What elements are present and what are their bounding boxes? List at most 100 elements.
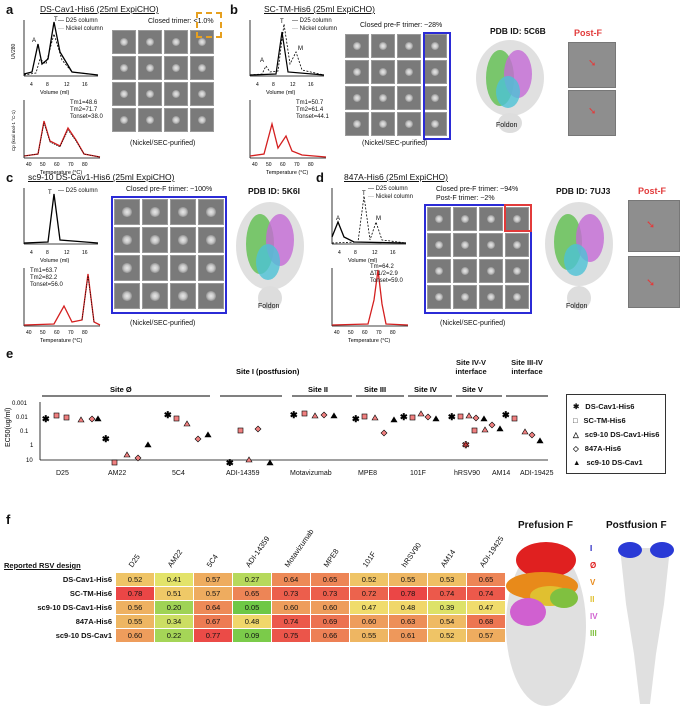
heatmap-cell: 0.61 (388, 628, 428, 643)
e-site-3: Site III (364, 385, 386, 394)
heatmap-cell: 0.69 (310, 614, 350, 629)
panel-d-postf-image-2 (628, 256, 680, 308)
panel-d-postf-label: Post-F (638, 186, 666, 196)
svg-text:✱: ✱ (400, 412, 408, 422)
heatmap-row-label: sc9-10 DS-Cav1 (55, 631, 112, 640)
b-sec-tick-3: 12 (290, 82, 296, 88)
svg-text:✱: ✱ (502, 410, 510, 420)
heatmap-row: 847A-His6 0.55 0.34 0.67 0.48 0.74 0.69 0.60 0.6… (4, 614, 506, 629)
heatmap-column-header: 5C4 (204, 552, 220, 569)
legend-item: □ SC-TM-His6 (573, 415, 626, 425)
legend-item: ◇ 847A-His6 (573, 443, 622, 453)
panel-e-label: e (6, 346, 14, 361)
heatmap-cell: 0.60 (349, 614, 389, 629)
d-legend-nickel: ··· Nickel column (368, 194, 414, 200)
heatmap-cell: 0.55 (115, 614, 155, 629)
heatmap-cell: 0.41 (154, 572, 194, 587)
arrow-icon: ➘ (646, 277, 656, 289)
panel-b-title: SC-TM-His6 (25ml ExpiCHO) (264, 4, 375, 14)
heatmap-column-header: hRSV90 (399, 540, 424, 569)
panel-b-postf-label: Post-F (574, 28, 602, 38)
heatmap-cell: 0.56 (115, 600, 155, 615)
legend-item: △ sc9-10 DS-Cav1-His6 (573, 429, 660, 439)
heatmap-cell: 0.47 (349, 600, 389, 615)
c-sec-tick-2: 8 (46, 250, 49, 256)
e-site-5: Site V (462, 385, 483, 394)
heatmap-row: SC-TM-His6 0.78 0.51 0.57 0.65 0.73 0.73 0.72 0.… (4, 586, 506, 601)
heatmap-cell: 0.64 (271, 572, 311, 587)
heatmap-column-header: AM14 (438, 547, 458, 569)
panel-b-structure (476, 40, 544, 133)
heatmap-cell: 0.68 (466, 614, 506, 629)
panel-f-label: f (6, 512, 11, 527)
e-site-7-label: Site III-IV interface (511, 358, 543, 376)
panel-a-dsc-xlabel: Temperature (°C) (40, 170, 82, 176)
panel-e-legend: ✱ DS-Cav1-His6 □ SC-TM-His6 △ sc9-10 DS-Cav… (566, 394, 667, 474)
heatmap-row: sc9-10 DS-Cav1 0.60 0.22 0.77 0.09 0.75 0.66 0.… (4, 628, 506, 643)
e-ab-5: MPE8 (358, 470, 378, 477)
legend-item: ✱ DS-Cav1-His6 (573, 401, 635, 411)
prefusion-title: Prefusion F (518, 520, 574, 531)
panel-b-postf-image-2 (568, 90, 616, 136)
b-legend-nickel: ··· Nickel column (292, 26, 338, 32)
svg-text:✱: ✱ (352, 414, 360, 424)
panel-a-trimer-note: Closed trimer: <1.0% (148, 18, 214, 25)
heatmap-column-header: Motavizumab (282, 527, 316, 569)
panel-c-title: sc9-10 DS-Cav1-His6 (25ml ExpiCHO) (28, 172, 175, 182)
heatmap-cell: 0.47 (466, 600, 506, 615)
a-dsc-tick-2: 50 (40, 162, 46, 168)
panel-b-pdb-id: PDB ID: 5C6B (490, 26, 546, 36)
panel-d-label: d (316, 170, 324, 185)
e-ab-3: ADI-14359 (226, 470, 260, 477)
heatmap-cell: 0.53 (427, 572, 467, 587)
panel-c-structure (236, 202, 304, 310)
panel-c-label: c (6, 170, 14, 185)
arrow-icon: ➘ (588, 58, 597, 69)
e-ab-7: hRSV90 (454, 470, 481, 477)
d-dsc-stats: Tm=64.2 ΔT1/2=2.9 Tonset=59.0 (370, 264, 403, 284)
heatmap-column-header: ADI-14359 (243, 534, 272, 569)
panel-c-blue-frame (111, 196, 227, 314)
heatmap-cell: 0.65 (466, 572, 506, 587)
e-ytick-4: 1 (30, 443, 34, 449)
b-dsc-tick-2: 50 (266, 162, 272, 168)
d-sec-tick-2: 8 (354, 250, 357, 256)
e-site-4: Site IV (414, 385, 437, 394)
c-peak-T: T (48, 190, 52, 196)
panel-b-label: b (230, 2, 238, 17)
panel-c-dsc-chart: 40 50 60 70 80 Temperature (°C) (23, 268, 101, 344)
e-ylabel: EC50(ug/ml) (5, 408, 12, 447)
panel-b-blue-frame (423, 32, 451, 140)
svg-text:✱: ✱ (462, 440, 470, 450)
d-sec-tick-4: 16 (390, 250, 396, 256)
c-sec-tick-4: 16 (82, 250, 88, 256)
heatmap-column-header: 101F (360, 549, 378, 569)
heatmap-cell: 0.05 (232, 600, 272, 615)
panel-d-postf-image-1 (628, 200, 680, 252)
e-site-1: Site I (postfusion) (236, 367, 300, 376)
panel-c-caption: (Nickel/SEC-purified) (130, 320, 196, 327)
e-ab-1: AM22 (108, 470, 127, 477)
b-peak-M: M (298, 46, 303, 52)
heatmap-row: sc9-10 DS-Cav1-His6 0.56 0.20 0.64 0.05 0.60 0… (4, 600, 506, 615)
heatmap-cell: 0.57 (193, 572, 233, 587)
heatmap-cell: 0.65 (310, 572, 350, 587)
heatmap-cell: 0.64 (193, 600, 233, 615)
heatmap-cell: 0.74 (466, 586, 506, 601)
heatmap-cell: 0.78 (388, 586, 428, 601)
panel-c-dsc-xlabel: Temperature (°C) (40, 338, 82, 344)
heatmap-row-label: 847A-His6 (75, 617, 112, 626)
heatmap-cell: 0.67 (193, 614, 233, 629)
heatmap-cell: 0.65 (232, 586, 272, 601)
panel-b-sec-xlabel: Volume (ml) (266, 90, 296, 96)
d-dsc-tick-4: 70 (376, 330, 382, 336)
c-dsc-tick-2: 50 (40, 330, 46, 336)
a-dsc-tick-4: 70 (68, 162, 74, 168)
e-ytick-5: 10 (26, 458, 33, 464)
panel-d-dsc-xlabel: Temperature (°C) (348, 338, 390, 344)
e-site-2: Site II (308, 385, 328, 394)
panel-a-highlight-box (196, 12, 222, 38)
panel-a-sec-xlabel: Volume (ml) (40, 90, 70, 96)
svg-text:✱: ✱ (448, 412, 456, 422)
arrow-icon: ➘ (588, 106, 597, 117)
